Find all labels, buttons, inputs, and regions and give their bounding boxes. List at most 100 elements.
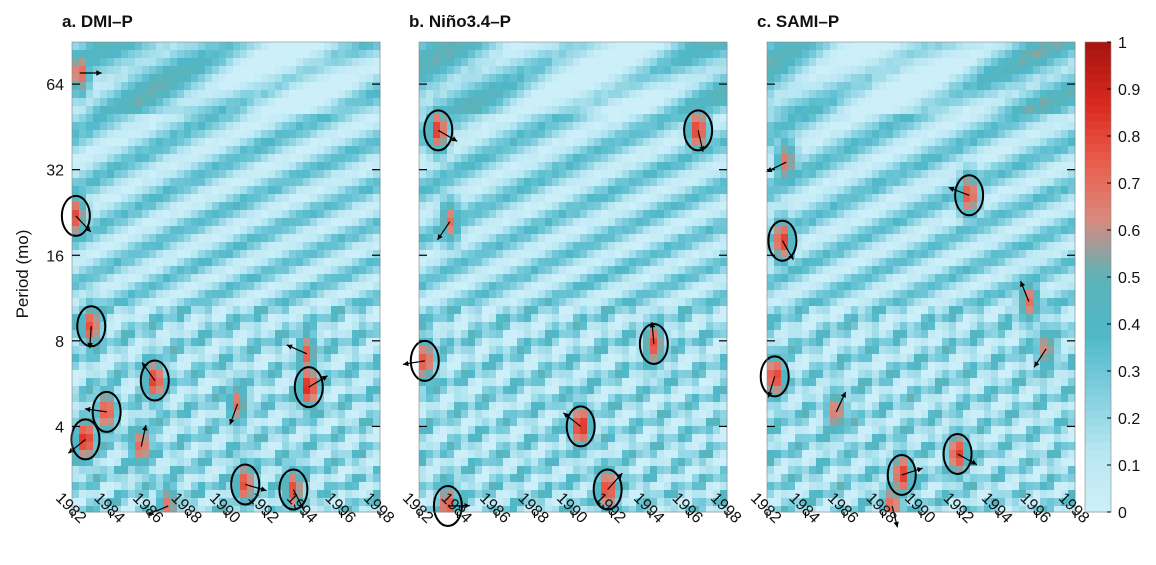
y-tick-label: 4 xyxy=(55,419,64,436)
heatmap-cell xyxy=(615,122,623,131)
heatmap-cell xyxy=(601,106,609,115)
heatmap-cell xyxy=(184,394,192,403)
heatmap-cell xyxy=(517,42,525,51)
heatmap-cell xyxy=(156,186,164,195)
heatmap-cell xyxy=(86,370,94,379)
heatmap-cell xyxy=(135,258,143,267)
heatmap-cell xyxy=(566,82,574,91)
heatmap-cell xyxy=(331,154,339,163)
heatmap-cell xyxy=(419,162,427,171)
heatmap-cell xyxy=(489,354,497,363)
heatmap-cell xyxy=(559,274,567,283)
heatmap-cell xyxy=(79,362,87,371)
heatmap-cell xyxy=(713,426,721,435)
heatmap-cell xyxy=(226,274,234,283)
heatmap-cell xyxy=(100,410,108,419)
heatmap-cell xyxy=(261,490,269,499)
heatmap-cell xyxy=(601,58,609,67)
heatmap-cell xyxy=(121,506,129,513)
heatmap-cell xyxy=(352,114,360,123)
heatmap-cell xyxy=(366,402,374,411)
heatmap-cell xyxy=(142,282,150,291)
heatmap-cell xyxy=(664,122,672,131)
heatmap-cell xyxy=(317,466,325,475)
heatmap-cell xyxy=(296,242,304,251)
heatmap-cell xyxy=(545,338,553,347)
heatmap-cell xyxy=(275,210,283,219)
heatmap-cell xyxy=(671,402,679,411)
heatmap-cell xyxy=(338,162,346,171)
heatmap-cell xyxy=(440,58,448,67)
heatmap-cell xyxy=(268,258,276,267)
heatmap-cell xyxy=(240,434,248,443)
heatmap-cell xyxy=(212,138,220,147)
heatmap-cell xyxy=(496,210,504,219)
heatmap-cell xyxy=(538,370,546,379)
heatmap-cell xyxy=(93,202,101,211)
heatmap-cell xyxy=(713,130,721,139)
heatmap-cell xyxy=(594,330,602,339)
heatmap-cell xyxy=(345,42,353,51)
heatmap-cell xyxy=(545,450,553,459)
heatmap-cell xyxy=(226,338,234,347)
heatmap-cell xyxy=(149,50,157,59)
heatmap-cell xyxy=(324,42,332,51)
heatmap-cell xyxy=(191,346,199,355)
heatmap-cell xyxy=(170,490,178,499)
heatmap-cell xyxy=(552,314,560,323)
heatmap-cell xyxy=(643,354,651,363)
heatmap-cell xyxy=(191,290,199,299)
heatmap-cell xyxy=(331,458,339,467)
heatmap-cell xyxy=(510,458,518,467)
heatmap-cell xyxy=(657,194,665,203)
heatmap-cell xyxy=(496,362,504,371)
heatmap-cell xyxy=(345,370,353,379)
heatmap-cell xyxy=(184,322,192,331)
heatmap-cell xyxy=(468,162,476,171)
heatmap-cell xyxy=(219,498,227,507)
heatmap-cell xyxy=(324,266,332,275)
heatmap-cell xyxy=(692,138,700,147)
heatmap-cell xyxy=(489,130,497,139)
heatmap-cell xyxy=(352,234,360,243)
heatmap-cell xyxy=(72,458,80,467)
heatmap-cell xyxy=(198,210,206,219)
heatmap-cell xyxy=(685,338,693,347)
heatmap-cell xyxy=(338,114,346,123)
heatmap-cell xyxy=(433,330,441,339)
heatmap-cell xyxy=(303,370,311,379)
heatmap-cell xyxy=(671,378,679,387)
heatmap-cell xyxy=(650,250,658,259)
heatmap-cell xyxy=(93,386,101,395)
heatmap-cell xyxy=(671,106,679,115)
heatmap-cell xyxy=(454,98,462,107)
heatmap-cell xyxy=(170,466,178,475)
heatmap-cell xyxy=(524,186,532,195)
heatmap-cell xyxy=(100,170,108,179)
heatmap-cell xyxy=(310,418,318,427)
heatmap-cell xyxy=(156,162,164,171)
heatmap-cell xyxy=(205,226,213,235)
heatmap-cell xyxy=(426,410,434,419)
heatmap-cell xyxy=(72,282,80,291)
heatmap-cell xyxy=(240,210,248,219)
heatmap-cell xyxy=(79,138,87,147)
heatmap-cell xyxy=(482,338,490,347)
heatmap-cell xyxy=(426,170,434,179)
heatmap-cell xyxy=(482,50,490,59)
heatmap-cell xyxy=(205,434,213,443)
heatmap-cell xyxy=(580,330,588,339)
heatmap-cell xyxy=(282,50,290,59)
heatmap-cell xyxy=(289,450,297,459)
heatmap-cell xyxy=(552,306,560,315)
heatmap-cell xyxy=(531,338,539,347)
heatmap-cell xyxy=(489,138,497,147)
heatmap-cell xyxy=(531,202,539,211)
heatmap-cell xyxy=(657,66,665,75)
heatmap-cell xyxy=(366,482,374,491)
heatmap-cell xyxy=(678,202,686,211)
heatmap-cell xyxy=(114,186,122,195)
heatmap-cell xyxy=(685,274,693,283)
heatmap-cell xyxy=(149,258,157,267)
heatmap-cell xyxy=(461,186,469,195)
